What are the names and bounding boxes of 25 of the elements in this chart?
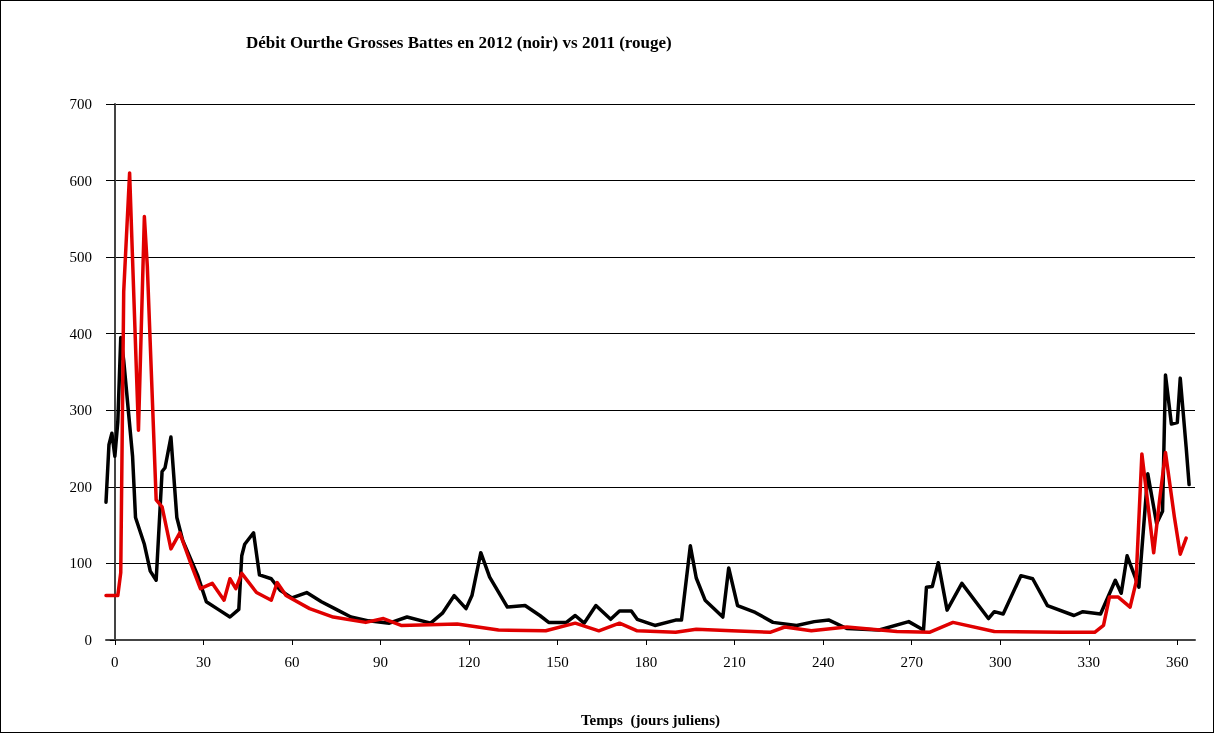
x-tick-label: 300: [988, 653, 1012, 670]
y-tick-label: 700: [69, 96, 92, 112]
y-tick-label: 100: [69, 555, 92, 572]
x-tick-label: 150: [546, 653, 569, 670]
line-series: [104, 171, 1188, 635]
y-tick-label: 300: [69, 402, 92, 419]
x-tick-label: 180: [634, 653, 658, 670]
y-tick-label: 0: [84, 632, 92, 648]
y-tick-label: 500: [69, 249, 92, 266]
x-tick-label: 0: [111, 653, 119, 670]
y-tick-label: 600: [69, 172, 92, 189]
x-tick-label: 30: [195, 653, 211, 670]
x-tick-label: 210: [723, 653, 746, 670]
x-tick-label: 360: [1166, 653, 1189, 670]
y-tick-label: 400: [69, 325, 92, 342]
x-tick-label: 330: [1077, 653, 1101, 670]
x-tick-label: 270: [900, 653, 923, 670]
y-tick-label: 200: [69, 478, 92, 495]
line-series: [104, 335, 1191, 632]
x-tick-label: 120: [457, 653, 481, 670]
x-axis-title: Temps (jours juliens): [580, 711, 721, 729]
x-tick-label: 90: [372, 653, 388, 670]
x-tick-label: 240: [811, 653, 835, 670]
x-tick-label: 60: [284, 653, 300, 670]
chart-title: Débit Ourthe Grosses Battes en 2012 (noir) vs 2011 (rouge): [246, 33, 672, 52]
